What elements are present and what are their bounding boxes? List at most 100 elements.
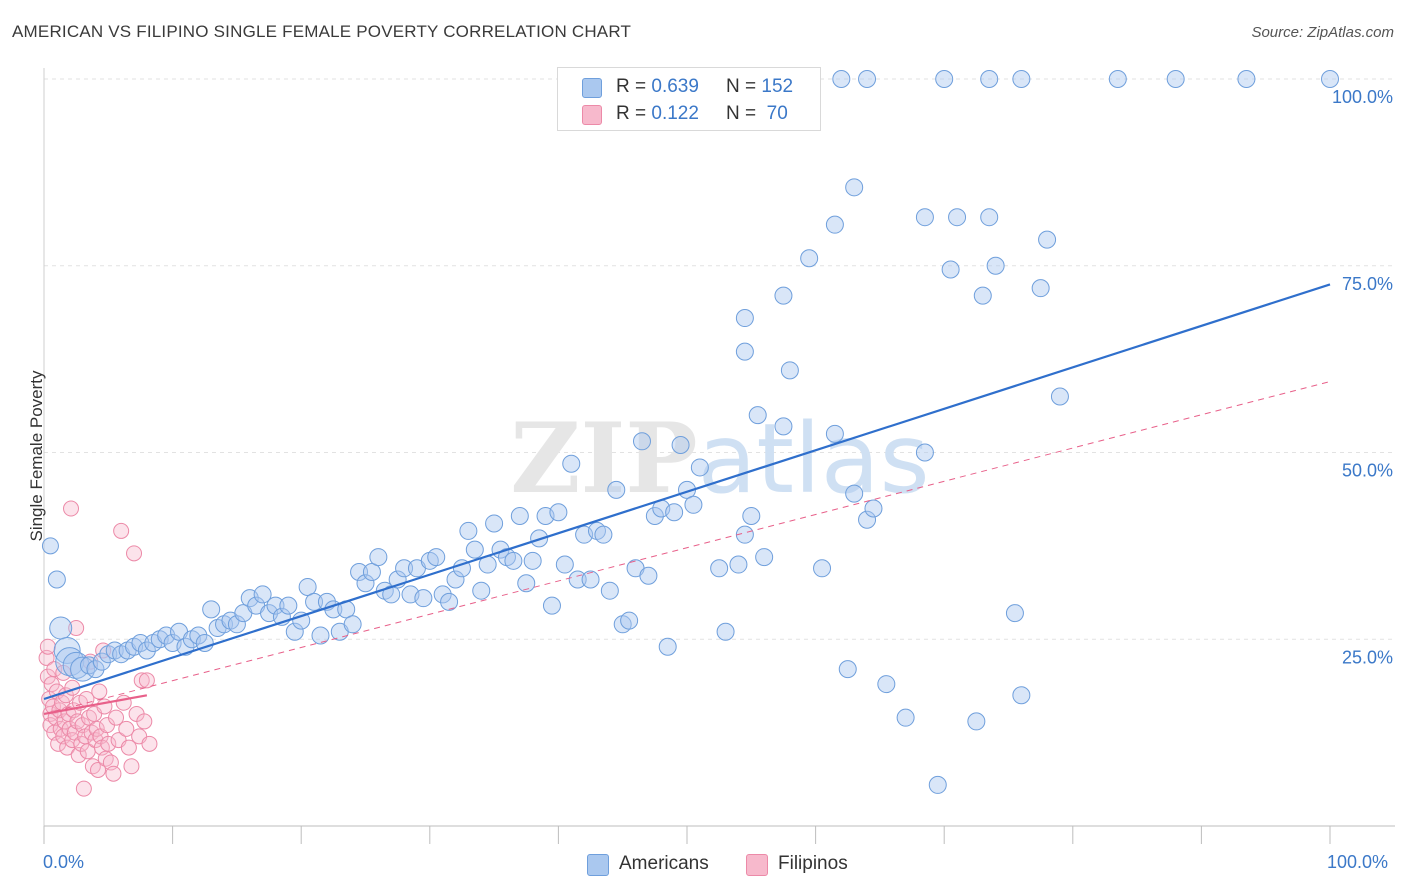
americans-point: [980, 70, 999, 88]
filipinos-point: [113, 522, 130, 539]
americans-point: [632, 432, 651, 451]
americans-point: [446, 570, 465, 589]
americans-point: [967, 712, 986, 731]
americans-point: [562, 454, 581, 473]
americans-point: [395, 559, 414, 578]
americans-point: [645, 506, 664, 525]
americans-point: [305, 592, 324, 611]
x-tick-max: 100.0%: [1327, 852, 1389, 872]
americans-point: [510, 506, 529, 525]
americans-point: [1108, 70, 1127, 88]
americans-point: [195, 633, 214, 652]
americans-point: [1321, 70, 1339, 88]
americans-point: [684, 495, 703, 514]
y-tick-label: 25.0%: [1342, 647, 1393, 667]
filipinos-point: [120, 739, 137, 756]
americans-point: [845, 484, 864, 503]
americans-point: [896, 708, 915, 727]
filipinos-point: [118, 720, 135, 737]
americans-point: [427, 548, 446, 567]
filipinos-trend-line: [43, 694, 148, 716]
americans-point: [620, 611, 639, 630]
americans-point: [1012, 70, 1031, 88]
americans-point: [202, 600, 221, 619]
filipinos-point: [90, 761, 107, 778]
filipinos-point: [123, 758, 140, 775]
y-tick-label: 100.0%: [1332, 87, 1393, 107]
americans-point: [941, 260, 960, 279]
filipinos-point: [136, 713, 153, 730]
americans-n: N = 152: [726, 76, 793, 98]
americans-point: [504, 551, 523, 570]
r-label: R =: [616, 76, 647, 97]
americans-point: [542, 596, 561, 615]
americans-point: [735, 342, 754, 361]
americans-point: [986, 256, 1005, 275]
filipinos-n: N = 70: [726, 103, 788, 125]
americans-point: [774, 417, 793, 436]
americans-point: [594, 525, 613, 544]
americans-point: [858, 70, 877, 88]
series-legend: Americans Filipinos: [0, 852, 1406, 878]
americans-point: [735, 309, 754, 328]
americans-point: [485, 514, 504, 533]
americans-point: [813, 559, 832, 578]
americans-point: [523, 551, 542, 570]
americans-point: [639, 566, 658, 585]
americans-point: [864, 499, 883, 518]
n-value: 152: [761, 76, 794, 97]
filipinos-point: [75, 780, 92, 797]
americans-point: [690, 458, 709, 477]
americans-point: [838, 660, 857, 679]
americans-point: [49, 616, 73, 640]
americans-point: [253, 585, 272, 604]
americans-point: [1050, 387, 1069, 406]
filipinos-point: [100, 735, 117, 752]
americans-point: [62, 651, 90, 679]
r-label: R =: [616, 103, 647, 124]
americans-point: [369, 548, 388, 567]
americans-point: [465, 540, 484, 559]
americans-point: [1237, 70, 1256, 88]
trend-lines: [43, 283, 1331, 716]
americans-points: [41, 70, 1339, 794]
n-label: N =: [726, 103, 757, 124]
americans-point: [600, 581, 619, 600]
americans-point: [1005, 604, 1024, 623]
filipinos-legend-swatch: [746, 854, 768, 876]
americans-point: [266, 596, 285, 615]
americans-point: [800, 249, 819, 268]
filipinos-r: R = 0.122: [616, 103, 699, 125]
filipinos-point: [141, 735, 158, 752]
americans-point: [980, 208, 999, 227]
americans-point: [311, 626, 330, 645]
americans-point: [1166, 70, 1185, 88]
americans-point: [86, 660, 105, 679]
watermark: ZIPatlas: [510, 402, 929, 515]
americans-point: [825, 424, 844, 443]
americans-point: [755, 548, 774, 567]
americans-point: [729, 555, 748, 574]
americans-point: [362, 563, 381, 582]
filipinos-points: [38, 500, 158, 797]
stats-legend: R = 0.639 N = 152 R = 0.122 N = 70: [557, 67, 821, 131]
y-tick-label: 75.0%: [1342, 274, 1393, 294]
americans-swatch: [582, 78, 602, 98]
americans-point: [1012, 686, 1031, 705]
americans-point: [459, 521, 478, 540]
filipinos-point: [46, 661, 63, 678]
r-value: 0.639: [651, 76, 699, 97]
americans-point: [1038, 230, 1057, 249]
americans-point: [948, 208, 967, 227]
americans-legend-label: Americans: [619, 853, 709, 874]
americans-point: [227, 615, 246, 634]
americans-point: [832, 70, 851, 88]
americans-point: [285, 622, 304, 641]
americans-point: [549, 503, 568, 522]
filipinos-point: [105, 765, 122, 782]
americans-point: [350, 563, 369, 582]
americans-point: [279, 596, 298, 615]
americans-point: [440, 592, 459, 611]
americans-point: [137, 641, 156, 660]
